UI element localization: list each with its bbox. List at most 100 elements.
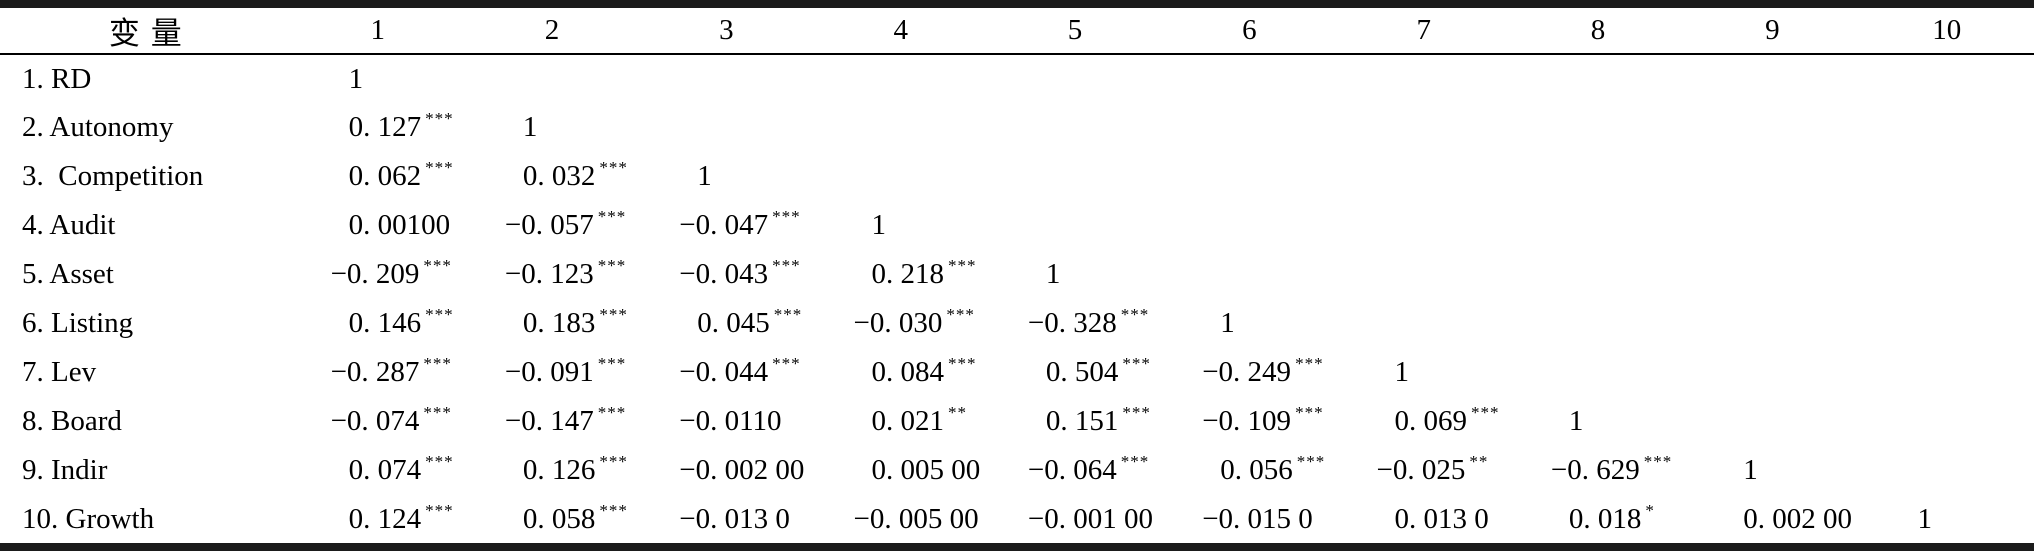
- correlation-cell: −0. 064 ***: [988, 446, 1162, 495]
- correlation-cell: [639, 54, 813, 103]
- table-header: 变量 1 2 3 4 5 6 7 8 9 10: [0, 8, 2034, 55]
- correlation-cell: −0. 249 ***: [1162, 348, 1336, 397]
- cell-value: 1: [1743, 454, 1758, 486]
- correlation-cell: −0. 629 ***: [1511, 446, 1685, 495]
- correlation-cell: 0. 504 ***: [988, 348, 1162, 397]
- correlation-cell: −0. 002 00: [639, 446, 813, 495]
- cell-value: 0. 069 ***: [1394, 403, 1500, 437]
- correlation-cell: 1: [1162, 299, 1336, 348]
- header-row: 变量 1 2 3 4 5 6 7 8 9 10: [0, 8, 2034, 55]
- correlation-cell: −0. 074 ***: [291, 397, 465, 446]
- table-row: 6. Listing 0. 146 *** 0. 183 *** 0. 045 *** −0…: [0, 299, 2034, 348]
- cell-value: −0. 015 0: [1202, 503, 1313, 535]
- cell-value: 0. 018 *: [1568, 501, 1655, 535]
- correlation-cell: −0. 047 ***: [639, 201, 813, 250]
- correlation-cell: −0. 123 ***: [465, 250, 639, 299]
- cell-value: −0. 123 ***: [504, 256, 627, 290]
- significance-stars: ***: [597, 256, 627, 275]
- significance-stars: ***: [1295, 354, 1324, 373]
- significance-stars: ***: [425, 501, 454, 520]
- correlation-cell: [1337, 299, 1511, 348]
- correlation-cell: −0. 044 ***: [639, 348, 813, 397]
- correlation-cell: −0. 030 ***: [814, 299, 988, 348]
- significance-stars: ***: [1296, 452, 1326, 471]
- row-label: 1. RD: [22, 62, 92, 95]
- correlation-cell: [1511, 201, 1685, 250]
- cell-value: −0. 209 ***: [330, 256, 452, 290]
- correlation-cell: 0. 062 ***: [291, 152, 465, 201]
- correlation-cell: 0. 183 ***: [465, 299, 639, 348]
- correlation-cell: −0. 287 ***: [291, 348, 465, 397]
- correlation-cell: −0. 057 ***: [465, 201, 639, 250]
- cell-value: 0. 074 ***: [348, 452, 454, 486]
- correlation-cell: 0. 126 ***: [465, 446, 639, 495]
- cell-value: −0. 074 ***: [330, 403, 452, 437]
- column-header-7: 7: [1336, 8, 1511, 55]
- cell-value: −0. 328 ***: [1027, 305, 1150, 339]
- cell-value: 0. 013 0: [1394, 503, 1489, 535]
- correlation-cell: 1: [988, 250, 1162, 299]
- significance-stars: ***: [1120, 305, 1150, 324]
- cell-value: −0. 030 ***: [853, 305, 975, 339]
- correlation-cell: [1685, 152, 1859, 201]
- significance-stars: ***: [599, 501, 628, 520]
- significance-stars: ***: [425, 305, 454, 324]
- variable-column-header: 变量: [0, 8, 291, 55]
- cell-value: −0. 005 00: [853, 503, 979, 535]
- table-row: 2. Autonomy 0. 127 *** 1: [0, 103, 2034, 152]
- row-label: 5. Asset: [22, 258, 114, 290]
- cell-value: 0. 058 ***: [522, 501, 628, 535]
- cell-value: 1: [1045, 258, 1061, 290]
- column-header-5: 5: [987, 8, 1163, 55]
- correlation-cell: [1511, 103, 1685, 152]
- significance-stars: ***: [1122, 403, 1151, 422]
- correlation-cell: [1860, 446, 2034, 495]
- cell-value: −0. 057 ***: [504, 207, 627, 241]
- correlation-cell: [1511, 152, 1685, 201]
- correlation-cell: 0. 127 ***: [291, 103, 465, 152]
- row-label: 6. Listing: [22, 307, 134, 339]
- cell-value: 0. 00100: [348, 209, 451, 241]
- significance-stars: ***: [423, 256, 452, 275]
- cell-value: −0. 287 ***: [330, 354, 452, 388]
- cell-value: 0. 124 ***: [348, 501, 454, 535]
- significance-stars: ***: [772, 207, 801, 226]
- cell-value: −0. 249 ***: [1202, 354, 1324, 388]
- cell-value: 0. 151 ***: [1045, 403, 1151, 437]
- correlation-cell: −0. 001 00: [988, 495, 1162, 544]
- correlation-cell: −0. 013 0: [639, 495, 813, 544]
- correlation-cell: [1685, 299, 1859, 348]
- cell-value: 0. 021 **: [871, 403, 968, 437]
- table-row: 8. Board −0. 074 *** −0. 147 *** −0. 0110 0. …: [0, 397, 2034, 446]
- significance-stars: ***: [599, 452, 628, 471]
- correlation-cell: [1685, 397, 1859, 446]
- table-row: 1. RD 1: [0, 54, 2034, 103]
- correlation-cell: 0. 074 ***: [291, 446, 465, 495]
- cell-value: 0. 032 ***: [522, 158, 628, 192]
- correlation-cell: [639, 103, 813, 152]
- table-row: 5. Asset −0. 209 *** −0. 123 *** −0. 043 *** 0…: [0, 250, 2034, 299]
- cell-value: 0. 062 ***: [348, 158, 454, 192]
- cell-value: −0. 025 **: [1376, 452, 1489, 486]
- correlation-cell: 0. 056 ***: [1162, 446, 1336, 495]
- row-label: 9. Indir: [22, 454, 108, 486]
- correlation-cell: 0. 013 0: [1337, 495, 1511, 544]
- significance-stars: *: [1645, 501, 1655, 520]
- correlation-cell: 0. 069 ***: [1337, 397, 1511, 446]
- correlation-cell: [1337, 54, 1511, 103]
- significance-stars: ***: [597, 403, 627, 422]
- correlation-cell: [1685, 348, 1859, 397]
- significance-stars: ***: [425, 109, 454, 128]
- correlation-cell: [1685, 250, 1859, 299]
- significance-stars: ***: [425, 452, 454, 471]
- correlation-cell: 0. 218 ***: [814, 250, 988, 299]
- cell-value: 0. 146 ***: [348, 305, 454, 339]
- table-body: 1. RD 1 2. Autonomy 0. 127 *** 1 3. Compet…: [0, 54, 2034, 544]
- significance-stars: **: [1469, 452, 1489, 471]
- correlation-cell: [814, 54, 988, 103]
- cell-value: 0. 084 ***: [871, 354, 977, 388]
- cell-value: −0. 047 ***: [679, 207, 801, 241]
- correlation-cell: 0. 00100: [291, 201, 465, 250]
- significance-stars: ***: [597, 207, 627, 226]
